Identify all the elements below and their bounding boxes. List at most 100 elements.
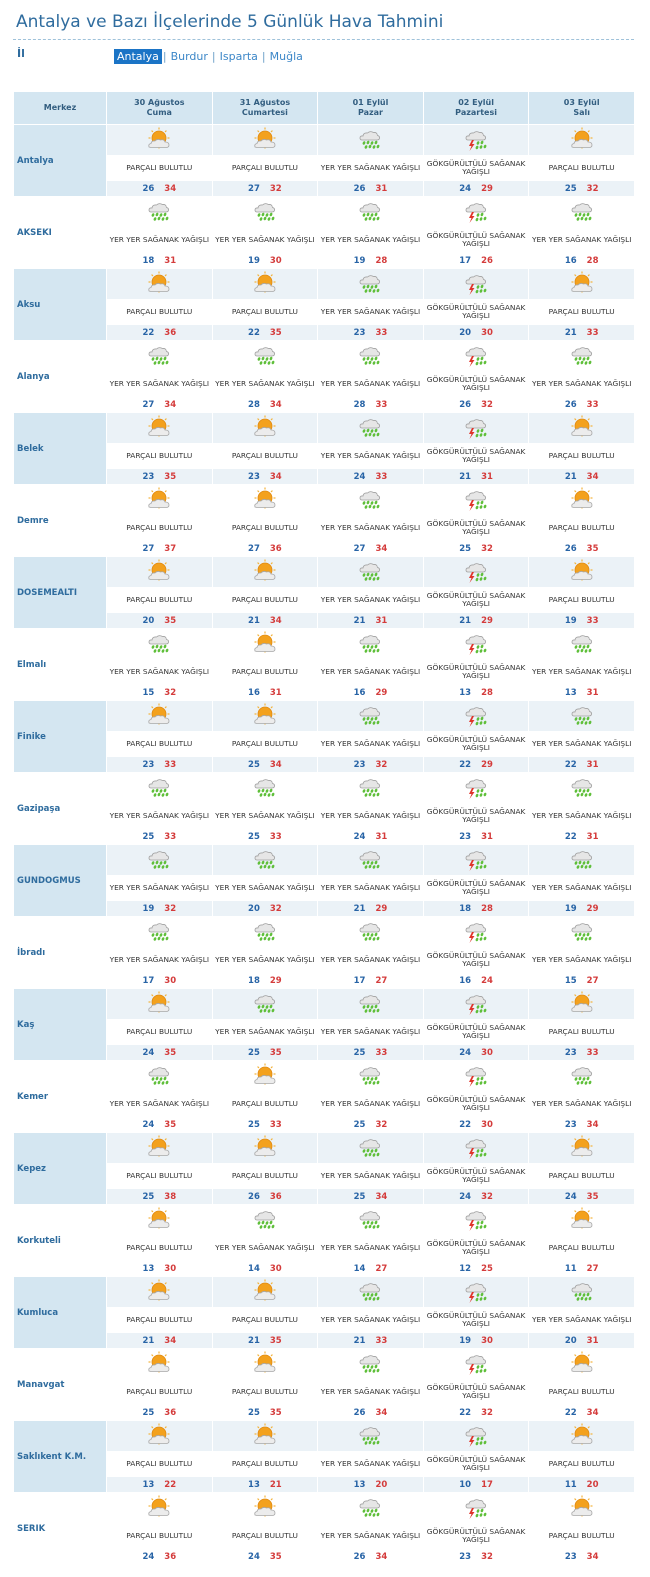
condition-text: YER YER SAĞANAK YAĞIŞLI (212, 227, 318, 253)
forecast-cell: PARÇALI BULUTLU 22 35 (211, 268, 319, 341)
rain-showers-icon (107, 1061, 212, 1091)
forecast-cell: GÖKGÜRÜLTÜLÜ SAĞANAK YAĞIŞLI 22 32 (422, 1348, 530, 1421)
temperatures: 16 28 (529, 253, 634, 268)
district-name: Kemer (13, 1060, 107, 1133)
max-temp: 32 (481, 1551, 493, 1562)
temperatures: 13 21 (213, 1477, 318, 1492)
forecast-cell: YER YER SAĞANAK YAĞIŞLI 27 34 (106, 340, 213, 413)
forecast-cell: GÖKGÜRÜLTÜLÜ SAĞANAK YAĞIŞLI 24 29 (422, 124, 530, 197)
rain-showers-icon (318, 773, 423, 803)
forecast-cell: YER YER SAĞANAK YAĞIŞLI 26 31 (317, 124, 424, 197)
temperatures: 21 29 (318, 901, 423, 916)
min-temp: 21 (459, 471, 472, 482)
rain-showers-icon (318, 701, 423, 731)
partly-cloudy-icon (107, 125, 212, 155)
min-temp: 13 (353, 1479, 366, 1490)
condition-text: YER YER SAĞANAK YAĞIŞLI (107, 227, 212, 253)
district-name: Alanya (13, 340, 107, 413)
header-weekday: Salı (573, 108, 590, 117)
min-temp: 20 (248, 903, 260, 914)
forecast-cell: YER YER SAĞANAK YAĞIŞLI 20 32 (211, 844, 319, 917)
temperatures: 26 34 (107, 181, 212, 196)
min-temp: 27 (142, 399, 155, 410)
rain-showers-icon (213, 917, 318, 947)
condition-text: GÖKGÜRÜLTÜLÜ SAĞANAK YAĞIŞLI (423, 1307, 529, 1333)
max-temp: 32 (164, 903, 177, 914)
district-name: İbradı (13, 916, 107, 989)
max-temp: 30 (481, 327, 493, 338)
max-temp: 34 (164, 1335, 177, 1346)
condition-text: GÖKGÜRÜLTÜLÜ SAĞANAK YAĞIŞLI (423, 1523, 529, 1549)
partly-cloudy-icon (213, 1133, 318, 1163)
table-row: Demre PARÇALI BULUTLU 27 37 PARÇALI BULUTLU 2… (13, 484, 635, 557)
min-temp: 20 (459, 327, 472, 338)
condition-text: GÖKGÜRÜLTÜLÜ SAĞANAK YAĞIŞLI (423, 731, 529, 757)
max-temp: 31 (164, 255, 177, 266)
max-temp: 32 (481, 543, 493, 554)
temperatures: 24 32 (424, 1189, 529, 1204)
forecast-cell: GÖKGÜRÜLTÜLÜ SAĞANAK YAĞIŞLI 12 25 (422, 1204, 530, 1277)
partly-cloudy-icon (529, 1133, 634, 1163)
temperatures: 23 34 (213, 469, 318, 484)
forecast-cell: PARÇALI BULUTLU 22 36 (106, 268, 213, 341)
partly-cloudy-icon (107, 269, 212, 299)
partly-cloudy-icon (107, 701, 212, 731)
province-tab-3[interactable]: Isparta (219, 50, 258, 63)
temperatures: 23 33 (107, 757, 212, 772)
min-temp: 28 (353, 399, 366, 410)
temperatures: 22 32 (424, 1405, 529, 1420)
condition-text: GÖKGÜRÜLTÜLÜ SAĞANAK YAĞIŞLI (423, 515, 529, 541)
min-temp: 25 (564, 183, 577, 194)
temperatures: 19 33 (529, 613, 634, 628)
max-temp: 27 (375, 975, 388, 986)
min-temp: 24 (459, 1047, 472, 1058)
min-temp: 19 (353, 255, 366, 266)
province-tab-1[interactable]: Antalya (114, 49, 162, 64)
province-tab-2[interactable]: Burdur (170, 50, 208, 63)
min-temp: 23 (459, 1551, 472, 1562)
thunder-showers-icon (424, 1205, 529, 1235)
province-tab-4[interactable]: Muğla (269, 50, 303, 63)
max-temp: 33 (164, 759, 177, 770)
rain-showers-icon (318, 197, 423, 227)
forecast-cell: YER YER SAĞANAK YAĞIŞLI 23 32 (317, 700, 424, 773)
rain-showers-icon (107, 917, 212, 947)
min-temp: 13 (142, 1479, 155, 1490)
district-name: Elmalı (13, 628, 107, 701)
condition-text: GÖKGÜRÜLTÜLÜ SAĞANAK YAĞIŞLI (423, 1163, 529, 1189)
min-temp: 24 (248, 1551, 260, 1562)
condition-text: YER YER SAĞANAK YAĞIŞLI (318, 947, 423, 973)
district-name: AKSEKI (13, 196, 107, 269)
min-temp: 24 (142, 1119, 155, 1130)
page-title: Antalya ve Bazı İlçelerinde 5 Günlük Hav… (16, 12, 444, 32)
min-temp: 23 (142, 471, 155, 482)
min-temp: 16 (564, 255, 577, 266)
table-row: Gazipaşa YER YER SAĞANAK YAĞIŞLI 25 33 YER Y… (13, 772, 635, 845)
max-temp: 35 (164, 1047, 177, 1058)
min-temp: 25 (459, 543, 472, 554)
min-temp: 19 (564, 903, 577, 914)
min-temp: 22 (564, 759, 577, 770)
forecast-cell: YER YER SAĞANAK YAĞIŞLI 21 31 (317, 556, 424, 629)
max-temp: 31 (586, 1335, 599, 1346)
temperatures: 22 34 (529, 1405, 634, 1420)
max-temp: 29 (481, 615, 493, 626)
forecast-cell: PARÇALI BULUTLU 20 35 (106, 556, 213, 629)
table-row: Saklıkent K.M. PARÇALI BULUTLU 13 22 PARÇALI… (13, 1420, 635, 1493)
temperatures: 23 34 (529, 1549, 634, 1564)
partly-cloudy-icon (107, 1133, 212, 1163)
forecast-cell: YER YER SAĞANAK YAĞIŞLI 19 29 (528, 844, 635, 917)
temperatures: 21 31 (424, 469, 529, 484)
forecast-cell: GÖKGÜRÜLTÜLÜ SAĞANAK YAĞIŞLI 21 29 (422, 556, 530, 629)
max-temp: 33 (375, 399, 388, 410)
max-temp: 32 (269, 903, 282, 914)
temperatures: 17 26 (424, 253, 529, 268)
table-row: Aksu PARÇALI BULUTLU 22 36 PARÇALI BULUTLU 22… (13, 268, 635, 341)
table-row: GUNDOGMUS YER YER SAĞANAK YAĞIŞLI 19 32 YER … (13, 844, 635, 917)
condition-text: PARÇALI BULUTLU (107, 1163, 212, 1189)
thunder-showers-icon (424, 269, 529, 299)
condition-text: YER YER SAĞANAK YAĞIŞLI (318, 1163, 423, 1189)
temperatures: 21 34 (107, 1333, 212, 1348)
min-temp: 12 (459, 1263, 472, 1274)
forecast-cell: YER YER SAĞANAK YAĞIŞLI 18 29 (211, 916, 319, 989)
